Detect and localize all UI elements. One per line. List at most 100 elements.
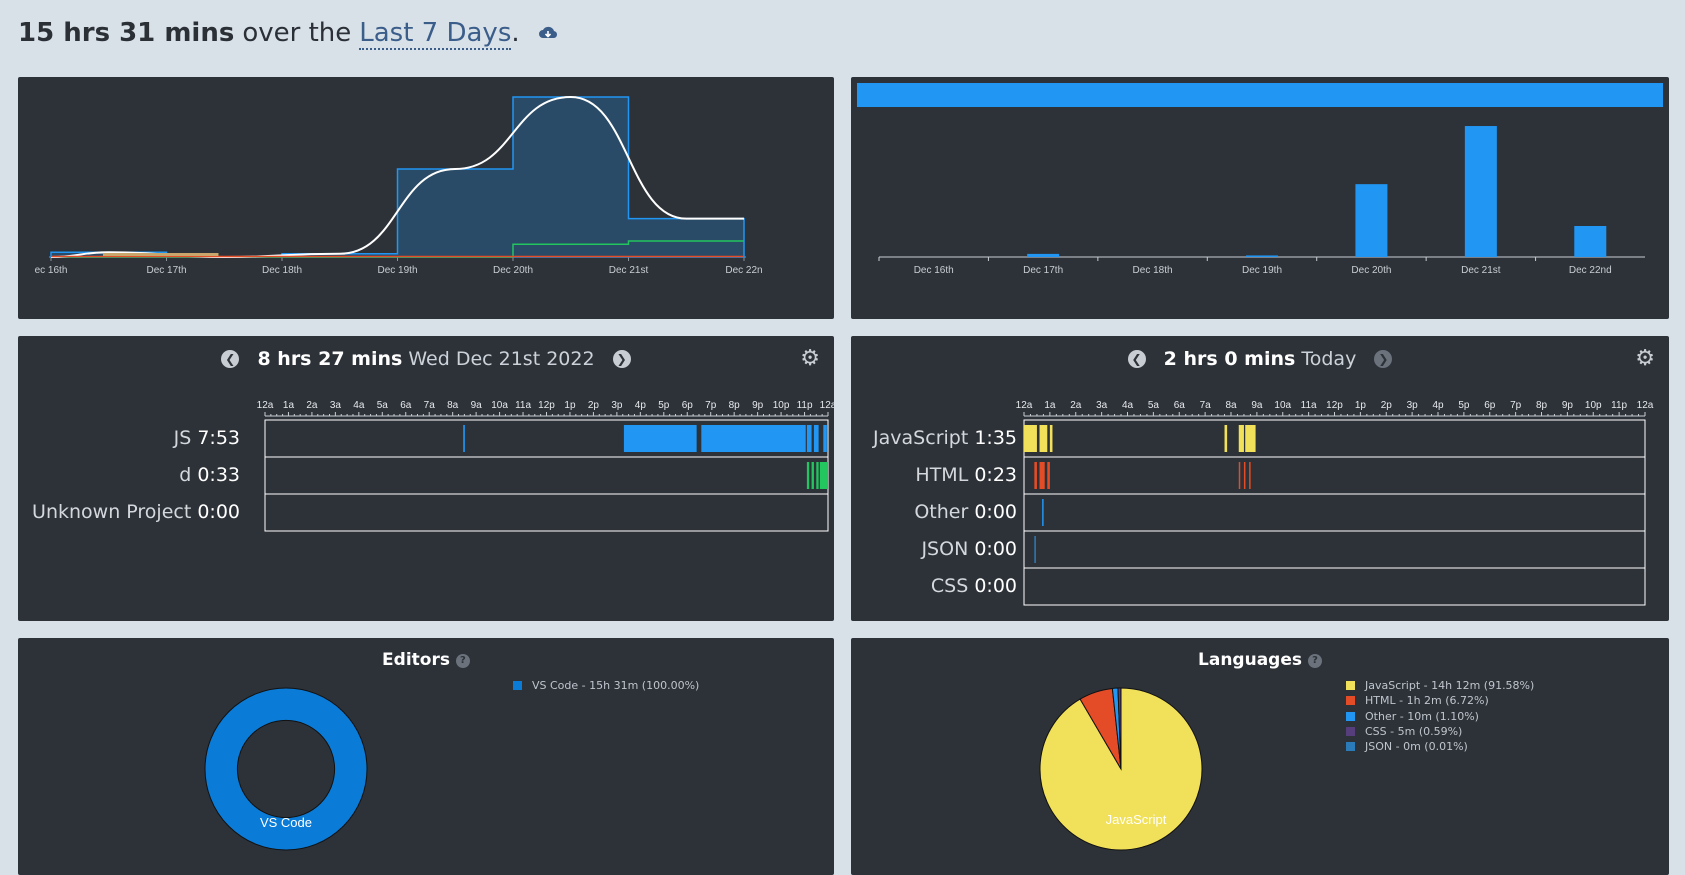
hour-tick-label: 12a (1016, 400, 1033, 411)
question-circle-icon[interactable]: ? (455, 654, 470, 668)
legend-item[interactable]: Other - 10m (1.10%) (1346, 709, 1534, 724)
summary-header: 15 hrs 31 mins over the Last 7 Days . (18, 18, 558, 54)
hour-tick-label: 1p (564, 400, 576, 411)
legend-label: JSON - 0m (0.01%) (1365, 740, 1468, 754)
hour-tick-label: 12p (538, 400, 555, 411)
range-dropdown[interactable]: Last 7 Days (359, 18, 512, 50)
hour-tick-label: 8a (1225, 400, 1237, 411)
activity-span (1238, 462, 1241, 489)
editors-title-text: Editors (382, 650, 450, 670)
timeline-row (264, 456, 829, 495)
activity-span (1034, 536, 1036, 563)
legend-swatch (1346, 742, 1355, 752)
legend-label: JavaScript - 14h 12m (91.58%) (1365, 679, 1535, 693)
timeline-row-label: JS 7:53 (174, 427, 240, 449)
row-name: Unknown Project (32, 500, 198, 523)
activity-span (811, 462, 814, 489)
series-area (50, 96, 745, 258)
hour-tick-label: 1p (1355, 400, 1367, 411)
languages-panel: Languages? JavaScript JavaScript - 14h 1… (851, 638, 1669, 875)
row-name: JavaScript (873, 426, 975, 449)
summary-period: . (511, 18, 520, 48)
timeline-row (1023, 530, 1646, 569)
x-tick-label: Dec 22n (725, 265, 762, 276)
x-tick-label: Dec 19th (1242, 265, 1282, 276)
gear-icon[interactable]: ⚙ (1635, 346, 1655, 371)
activity-span (1243, 462, 1246, 489)
projects-row-labels: JS 7:53 d 0:33 Unknown Project 0:00 (18, 336, 242, 621)
hour-tick-label: 9a (1251, 400, 1263, 411)
pie-slice-label: JavaScript (1106, 812, 1167, 827)
hour-tick-label: 4p (1432, 400, 1444, 411)
hour-tick-label: 1a (1044, 400, 1056, 411)
legend-swatch (513, 681, 522, 691)
bar (1355, 184, 1388, 257)
row-time: 0:33 (197, 463, 240, 486)
hour-tick-label: 8p (1536, 400, 1548, 411)
hour-tick-label: 2a (1070, 400, 1082, 411)
languages-legend: JavaScript - 14h 12m (91.58%) HTML - 1h 2… (1346, 678, 1534, 754)
activity-span (1039, 425, 1048, 452)
activity-span (1042, 499, 1044, 526)
gear-icon[interactable]: ⚙ (800, 346, 820, 371)
languages-title-text: Languages (1198, 650, 1302, 670)
languages-timeline-title: ❮ 2 hrs 0 mins Today ❯ (851, 348, 1669, 370)
hour-tick-label: 5p (658, 400, 670, 411)
hour-tick-label: 5a (1148, 400, 1160, 411)
timeline-row-label: CSS 0:00 (931, 575, 1017, 597)
hour-tick-label: 6p (682, 400, 694, 411)
hour-tick-label: 9a (471, 400, 483, 411)
hour-tick-label: 9p (752, 400, 764, 411)
timeline-row-label: JSON 0:00 (921, 538, 1017, 560)
timeline-row (1023, 419, 1646, 458)
hour-tick-label: 6a (400, 400, 412, 411)
timeline-row (1023, 456, 1646, 495)
projects-timeline-title: ❮ 8 hrs 27 mins Wed Dec 21st 2022 ❯ (18, 348, 834, 370)
x-tick-label: Dec 21st (1461, 265, 1501, 276)
question-circle-icon[interactable]: ? (1307, 654, 1322, 668)
activity-span (701, 425, 806, 452)
legend-item[interactable]: CSS - 5m (0.59%) (1346, 724, 1534, 739)
timeline-row-label: JavaScript 1:35 (873, 427, 1017, 449)
row-name: Other (914, 500, 975, 523)
hour-tick-label: 2a (306, 400, 318, 411)
legend-item[interactable]: HTML - 1h 2m (6.72%) (1346, 693, 1534, 708)
languages-pie-chart: JavaScript (1039, 687, 1203, 851)
next-day-button[interactable]: ❯ (1374, 350, 1393, 368)
row-time: 0:23 (974, 463, 1017, 486)
bar (1574, 226, 1607, 257)
hour-tick-label: 2p (1381, 400, 1393, 411)
legend-item[interactable]: JSON - 0m (0.01%) (1346, 739, 1534, 754)
hour-tick-label: 4a (1122, 400, 1134, 411)
row-time: 7:53 (197, 426, 240, 449)
hour-tick-label: 3a (330, 400, 342, 411)
projects-day-total: 8 hrs 27 mins (257, 348, 403, 370)
hour-tick-label: 6p (1484, 400, 1496, 411)
x-tick-label: Dec 18th (262, 265, 302, 276)
languages-day-total: 2 hrs 0 mins (1163, 348, 1296, 370)
languages-timeline-chart: 12a 1a 2a 3a 4a 5a 6a 7a 8a 9a 10a 11a 12p 1p 2p 3p 4p 5p… (1016, 400, 1654, 606)
activity-chart: ec 16th Dec 17th Dec 18th Dec 19th Dec 20th D… (35, 95, 763, 276)
donut-hole (236, 719, 336, 819)
timeline-row (1023, 567, 1646, 606)
x-tick-label: Dec 21st (609, 265, 649, 276)
prev-day-button[interactable]: ❮ (221, 350, 240, 368)
hour-tick-label: 8p (729, 400, 741, 411)
hour-tick-label: 11p (1611, 400, 1627, 411)
legend-item[interactable]: JavaScript - 14h 12m (91.58%) (1346, 678, 1534, 693)
next-day-button[interactable]: ❯ (612, 350, 631, 368)
hour-tick-label: 12a (820, 400, 834, 411)
legend-label: HTML - 1h 2m (6.72%) (1365, 694, 1489, 708)
row-time: 0:00 (974, 537, 1017, 560)
bar (1464, 126, 1497, 258)
legend-item[interactable]: VS Code - 15h 31m (100.00%) (513, 678, 699, 693)
activity-span (806, 462, 810, 489)
hour-tick-label: 1a (283, 400, 295, 411)
x-tick-label: Dec 19th (377, 265, 417, 276)
activity-span (1238, 425, 1244, 452)
cloud-download-icon[interactable] (538, 25, 558, 45)
hour-tick-label: 7a (424, 400, 436, 411)
timeline-row-label: HTML 0:23 (915, 464, 1017, 486)
prev-day-button[interactable]: ❮ (1127, 350, 1146, 368)
top-summary-bar (857, 83, 1663, 107)
